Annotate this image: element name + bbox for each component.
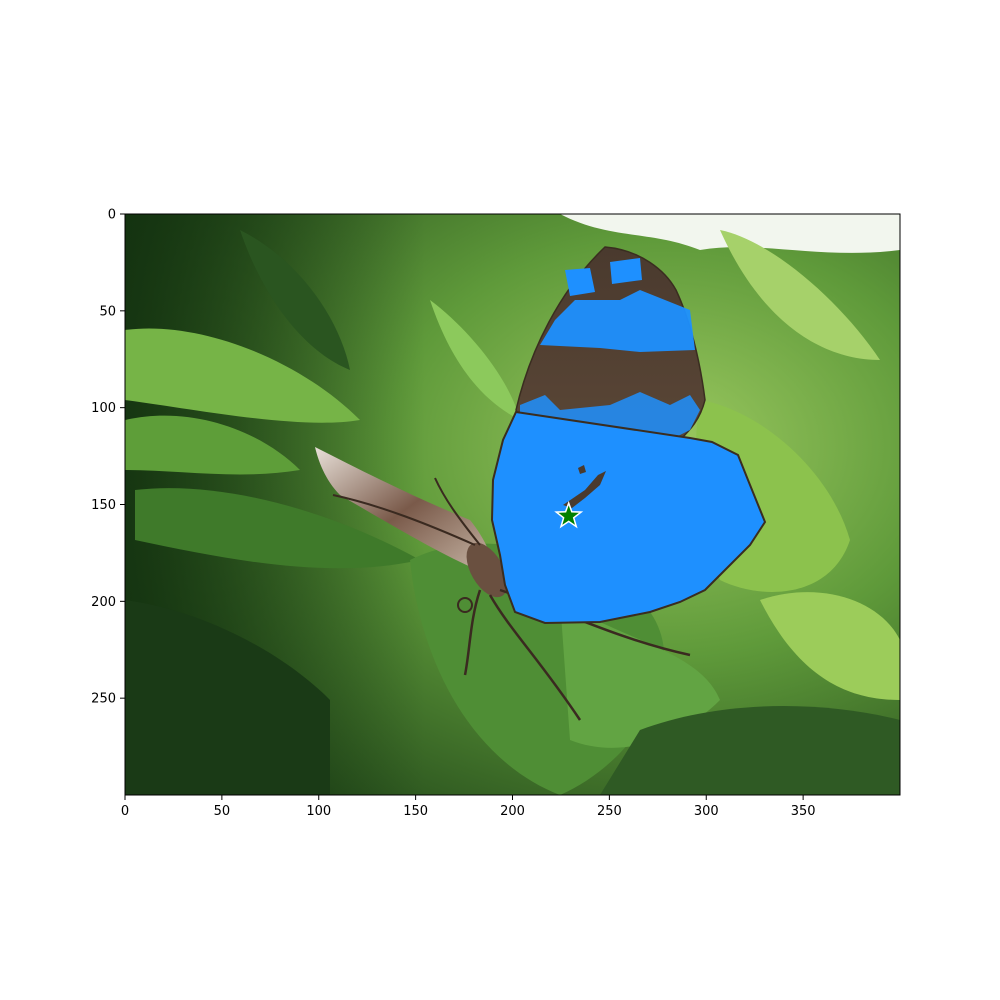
x-tick-label: 350 [791,804,816,819]
x-tick-label: 300 [694,804,719,819]
segmentation-mask [490,410,767,625]
y-tick-label: 250 [91,692,116,707]
y-tick-label: 200 [91,595,116,610]
x-tick-label: 150 [403,804,428,819]
background-photo [125,214,900,795]
y-tick-label: 0 [108,208,116,223]
y-tick-label: 100 [91,401,116,416]
x-tick-label: 100 [306,804,331,819]
x-tick-label: 0 [121,804,129,819]
x-tick-label: 200 [500,804,525,819]
x-tick-label: 50 [214,804,231,819]
y-tick-label: 50 [99,304,116,319]
x-axis-ticks: 0 50 100 150 200 250 300 350 [121,795,816,819]
y-axis-ticks: 0 50 100 150 200 250 [91,208,125,707]
y-tick-label: 150 [91,498,116,513]
x-tick-label: 250 [597,804,622,819]
star-point-marker [554,500,584,529]
